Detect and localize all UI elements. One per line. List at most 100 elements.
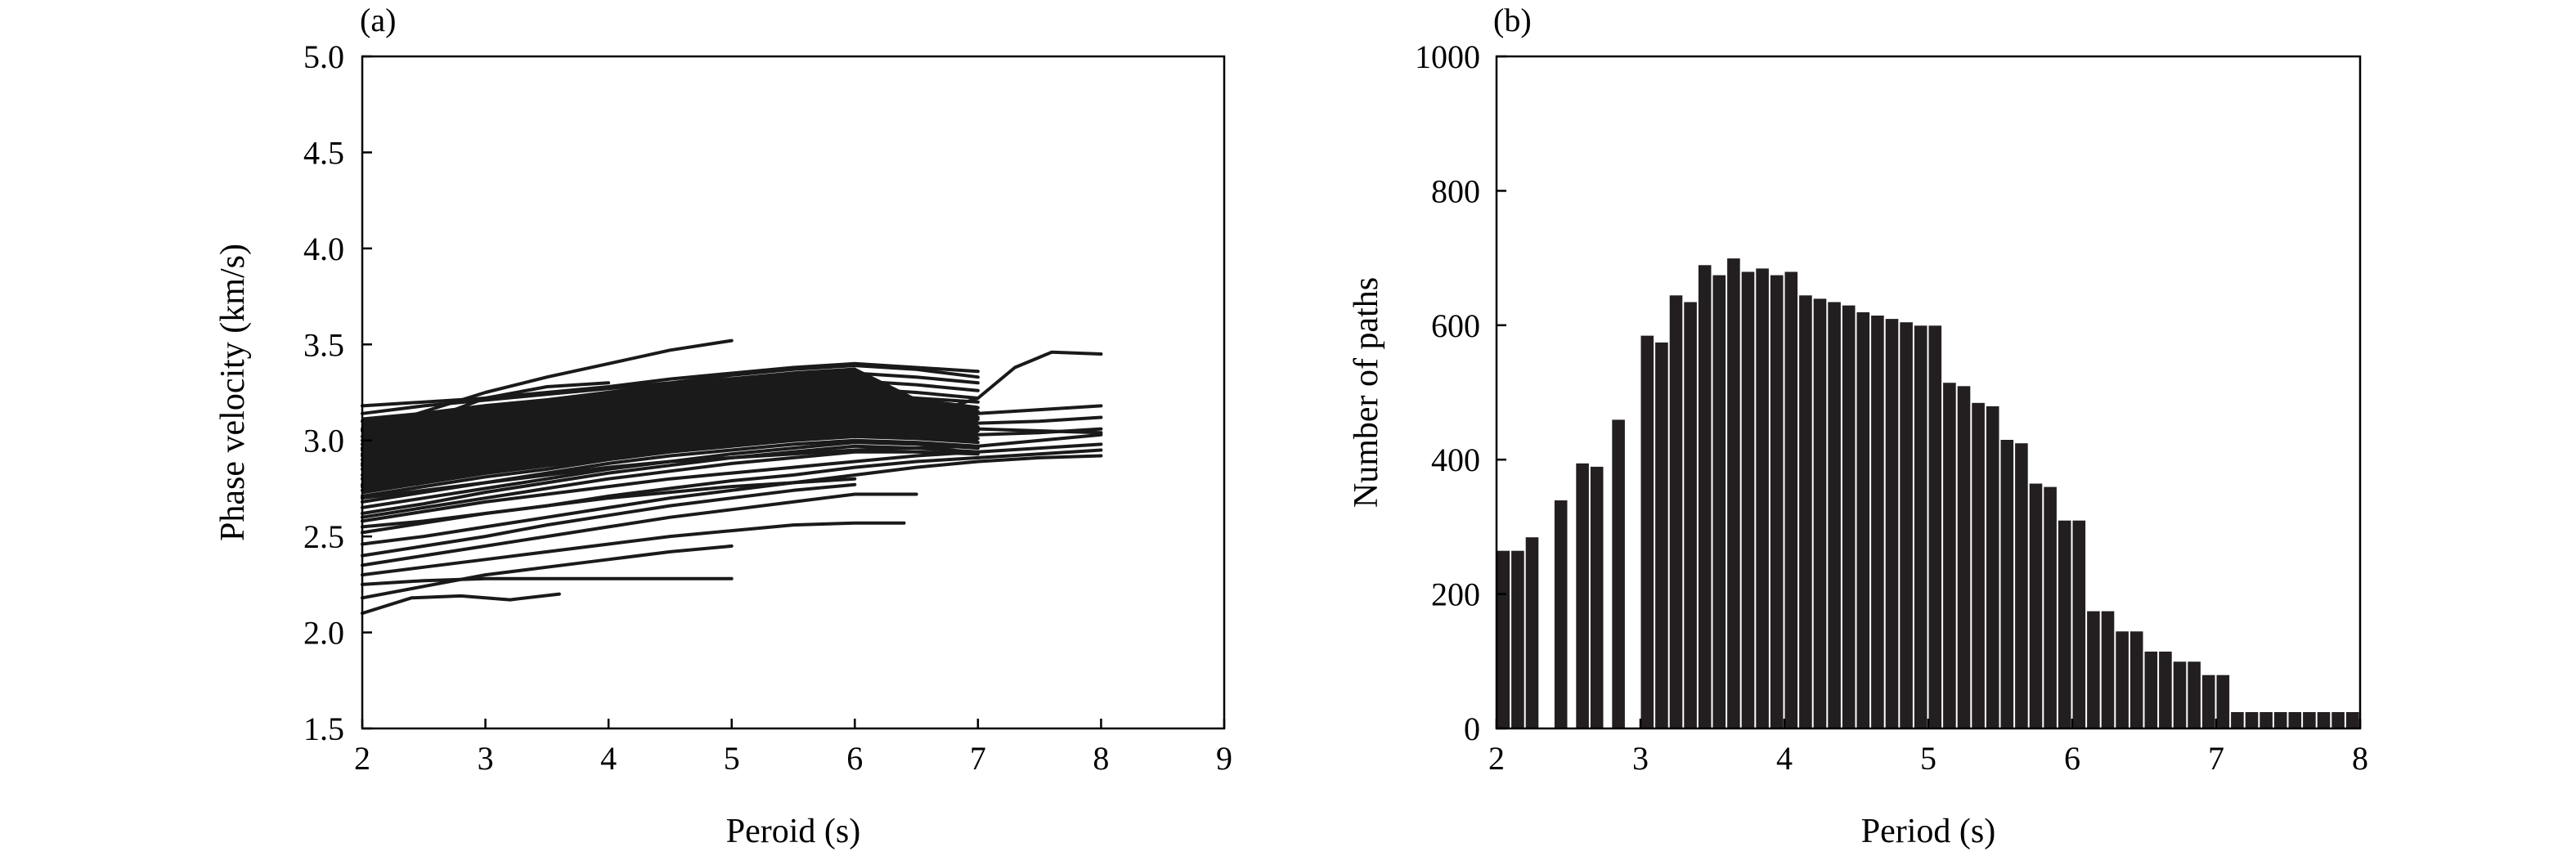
x-tick-label: 3: [1632, 740, 1649, 777]
y-tick-label: 3.0: [303, 423, 344, 459]
dispersion-curve-11: [361, 444, 980, 515]
y-tick-label: 800: [1431, 173, 1480, 209]
dispersion-curve-15: [361, 432, 1103, 500]
panel-a-y-ticks: 1.5 2.0 2.5 3.0 3.5 4.0 4.5 5.0: [303, 38, 372, 747]
dispersion-curve-21: [361, 492, 918, 567]
x-tick-label: 8: [2352, 740, 2368, 777]
y-tick-label: 2.5: [303, 518, 344, 555]
y-tick-label: 3.5: [303, 326, 344, 363]
panel-b-y-axis-label: Number of paths: [1348, 277, 1385, 508]
x-tick-label: 2: [1488, 740, 1505, 777]
histogram-bar-34: [2014, 442, 2029, 729]
histogram-bar-21: [1827, 301, 1842, 729]
panel-b-path-count-histogram: (b) 2 3 4 5 6 7 8 0 200 400 600 800 1000 Period (s)…: [1348, 2, 2368, 850]
panel-a-y-axis-label: Phase velocity (km/s): [214, 244, 252, 541]
histogram-bar-42: [2129, 630, 2144, 729]
histogram-bar-38: [2071, 519, 2087, 729]
dispersion-curve-29: [361, 404, 980, 456]
dispersion-curve-33: [361, 435, 980, 498]
y-tick-label: 0: [1464, 710, 1480, 747]
histogram-bar-55: [2316, 711, 2331, 729]
dispersion-curve-34: [361, 441, 980, 509]
histogram-bar-11: [1683, 301, 1698, 729]
histogram-bar-27: [1913, 325, 1928, 729]
histogram-bar-20: [1812, 298, 1828, 729]
dispersion-curve-23: [361, 576, 734, 586]
histogram-bar-8: [1640, 334, 1655, 729]
y-tick-label: 4.0: [303, 231, 344, 267]
dispersion-curve-32: [361, 427, 980, 486]
y-tick-label: 2.0: [303, 615, 344, 652]
panel-b-x-axis-label: Period (s): [1861, 813, 1995, 850]
y-tick-label: 1.5: [303, 710, 344, 747]
histogram-bar-15: [1740, 271, 1756, 729]
x-tick-label: 8: [1093, 740, 1109, 777]
histogram-bar-35: [2028, 482, 2044, 729]
dispersion-curve-24: [361, 544, 734, 600]
histogram-bar-19: [1798, 294, 1813, 729]
x-tick-label: 9: [1216, 740, 1232, 777]
dispersion-curve-27: [361, 364, 980, 415]
histogram-bar-5: [1575, 462, 1590, 729]
x-tick-label: 6: [2064, 740, 2080, 777]
dispersion-curve-26: [361, 421, 1103, 452]
histogram-bar-6: [1589, 465, 1604, 729]
histogram-bar-1: [1496, 549, 1511, 729]
x-tick-label: 5: [1920, 740, 1936, 777]
x-tick-label: 7: [2208, 740, 2224, 777]
dispersion-curve-9: [361, 431, 980, 492]
dispersion-curve-30: [361, 411, 980, 468]
histogram-bar-14: [1726, 258, 1741, 729]
histogram-bar-49: [2230, 711, 2245, 729]
histogram-bar-4: [1553, 500, 1568, 729]
dispersion-curve-36: [361, 450, 980, 519]
histogram-bar-26: [1899, 321, 1914, 729]
y-tick-label: 4.5: [303, 134, 344, 171]
y-tick-label: 5.0: [303, 38, 344, 75]
x-tick-label: 2: [354, 740, 370, 777]
panel-b-x-ticks: 2 3 4 5 6 7 8: [1488, 719, 2368, 777]
dispersion-curve-18: [361, 454, 1103, 546]
panel-b-bars: [1496, 258, 2360, 729]
histogram-bar-39: [2086, 610, 2101, 729]
histogram-bar-32: [1985, 405, 2000, 729]
y-tick-label: 1000: [1415, 38, 1480, 75]
x-tick-label: 5: [724, 740, 740, 777]
histogram-bar-43: [2143, 651, 2159, 729]
dispersion-curve-31: [361, 419, 980, 477]
histogram-bar-33: [1999, 439, 2015, 729]
dispersion-curve-25: [361, 592, 561, 616]
histogram-bar-57: [2345, 711, 2360, 729]
histogram-bar-7: [1611, 419, 1626, 729]
histogram-bar-51: [2259, 711, 2273, 729]
histogram-bar-17: [1769, 274, 1784, 729]
histogram-bar-22: [1841, 304, 1856, 729]
panel-a-frame: [361, 55, 1226, 730]
dispersion-curve-4: [361, 387, 980, 438]
x-tick-label: 4: [1776, 740, 1793, 777]
dispersion-curve-5: [361, 398, 980, 450]
histogram-bar-30: [1956, 385, 1972, 729]
histogram-bar-10: [1668, 294, 1684, 729]
histogram-bar-16: [1755, 267, 1770, 729]
x-tick-label: 7: [970, 740, 986, 777]
histogram-bar-24: [1870, 315, 1885, 729]
histogram-bar-56: [2331, 711, 2345, 729]
dispersion-curve-2: [361, 371, 980, 424]
histogram-bar-54: [2302, 711, 2317, 729]
panel-a-phase-velocity-chart: (a) 2 3 4 5 6 7 8 9 1.5 2.0 2.5 3.0 3.5 4.0 4.5 5.0 Pe…: [214, 2, 1232, 850]
y-tick-label: 200: [1431, 576, 1480, 613]
histogram-bar-53: [2287, 711, 2303, 729]
histogram-bar-48: [2215, 674, 2231, 729]
histogram-bar-41: [2115, 630, 2129, 729]
histogram-bar-36: [2043, 486, 2058, 729]
dispersion-curve-38: [361, 381, 611, 442]
dispersion-curve-20: [361, 482, 857, 558]
x-tick-label: 4: [600, 740, 617, 777]
histogram-bar-50: [2244, 711, 2260, 729]
histogram-bar-37: [2057, 519, 2072, 729]
histogram-bar-44: [2158, 651, 2173, 729]
histogram-bar-23: [1856, 311, 1871, 729]
y-tick-label: 600: [1431, 307, 1480, 344]
